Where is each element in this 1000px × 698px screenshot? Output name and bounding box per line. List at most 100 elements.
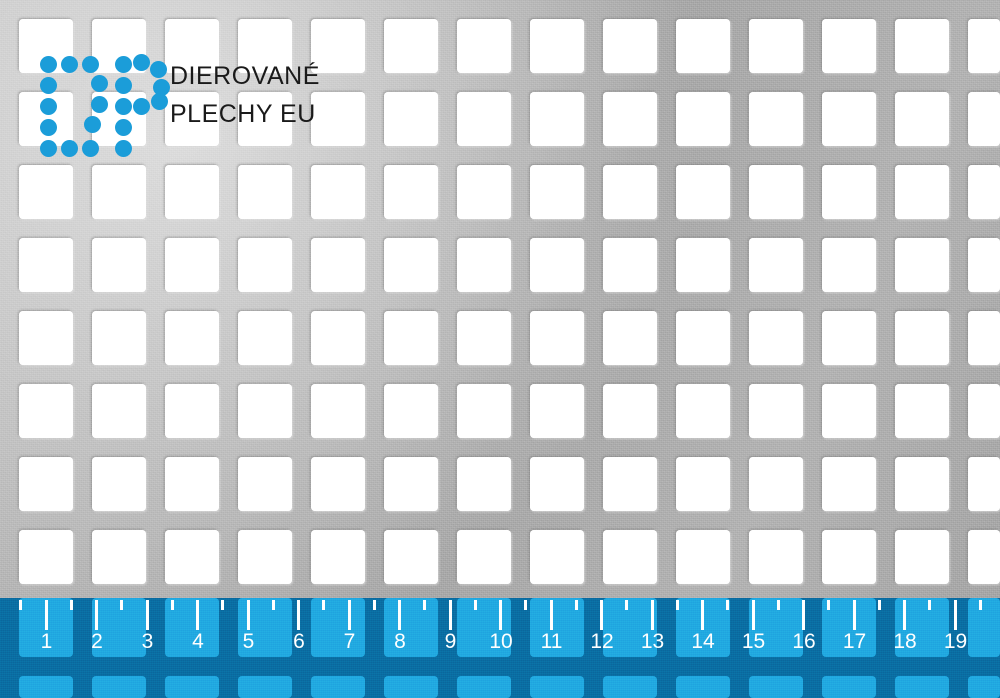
plate-hole xyxy=(676,19,730,73)
plate-hole xyxy=(968,238,1000,292)
ruler-minor-tick xyxy=(776,600,780,610)
ruler-major-tick xyxy=(297,600,300,630)
plate-hole xyxy=(165,311,219,365)
plate-hole xyxy=(311,384,365,438)
plate-hole xyxy=(603,92,657,146)
ruler-minor-tick xyxy=(170,600,174,610)
plate-hole xyxy=(603,384,657,438)
plate-hole xyxy=(238,530,292,584)
logo-dot xyxy=(40,56,57,73)
ruler-background-hole xyxy=(165,676,219,698)
plate-hole xyxy=(311,530,365,584)
plate-hole xyxy=(384,457,438,511)
plate-hole xyxy=(457,19,511,73)
logo-dot xyxy=(84,115,102,133)
plate-hole xyxy=(165,530,219,584)
plate-hole xyxy=(749,19,803,73)
ruler-minor-tick xyxy=(221,600,225,610)
ruler-minor-tick xyxy=(423,600,427,610)
plate-hole xyxy=(676,530,730,584)
plate-hole xyxy=(530,311,584,365)
plate-hole xyxy=(238,92,292,146)
plate-hole xyxy=(530,384,584,438)
plate-hole xyxy=(457,165,511,219)
ruler-cm-label: 11 xyxy=(540,630,563,653)
plate-hole xyxy=(384,384,438,438)
ruler-minor-tick xyxy=(473,600,477,610)
plate-hole xyxy=(530,19,584,73)
ruler-cm-label: 18 xyxy=(893,630,917,653)
plate-hole xyxy=(822,19,876,73)
ruler-cm-label: 13 xyxy=(640,630,665,653)
ruler-background-hole xyxy=(749,676,803,698)
ruler-major-tick xyxy=(802,600,805,630)
plate-hole xyxy=(165,384,219,438)
plate-hole xyxy=(457,92,511,146)
plate-hole xyxy=(749,457,803,511)
plate-hole xyxy=(676,238,730,292)
plate-hole xyxy=(603,165,657,219)
ruler-major-tick xyxy=(701,600,704,630)
plate-hole xyxy=(530,165,584,219)
ruler-background-hole xyxy=(530,676,584,698)
plate-hole xyxy=(822,311,876,365)
ruler-minor-tick xyxy=(978,600,982,610)
ruler-minor-tick xyxy=(625,600,629,610)
ruler-cm-label: 16 xyxy=(792,630,816,653)
logo-dot xyxy=(61,140,78,157)
brand-name: DIEROVANÉ PLECHY EU xyxy=(170,57,350,133)
plate-hole xyxy=(311,19,365,73)
plate-hole xyxy=(311,92,365,146)
ruler-background-hole xyxy=(822,676,876,698)
ruler-minor-tick xyxy=(120,600,124,610)
plate-hole xyxy=(968,384,1000,438)
logo-dot xyxy=(151,92,169,110)
ruler-background-hole xyxy=(749,598,803,650)
ruler-background-hole xyxy=(384,598,438,650)
ruler-major-tick xyxy=(751,600,755,630)
ruler-major-tick xyxy=(600,600,603,630)
ruler-cm-label: 17 xyxy=(842,630,867,653)
plate-hole xyxy=(749,92,803,146)
ruler-minor-tick xyxy=(322,600,326,610)
logo-dot xyxy=(82,140,99,157)
ruler-major-tick xyxy=(398,600,401,630)
plate-hole xyxy=(238,384,292,438)
ruler-background-hole xyxy=(822,598,876,650)
plate-hole xyxy=(19,384,73,438)
dotted-dp-logo-mark xyxy=(40,52,171,157)
plate-hole xyxy=(749,384,803,438)
ruler-background-hole xyxy=(457,598,511,650)
plate-hole xyxy=(530,92,584,146)
plate-hole xyxy=(165,457,219,511)
ruler-minor-tick xyxy=(827,600,831,610)
plate-hole xyxy=(603,530,657,584)
plate-hole xyxy=(968,530,1000,584)
logo-dot xyxy=(114,119,132,136)
ruler-major-tick xyxy=(903,600,906,630)
plate-hole xyxy=(165,92,219,146)
plate-hole xyxy=(895,238,949,292)
ruler-background-hole xyxy=(603,676,657,698)
plate-hole xyxy=(822,238,876,292)
plate-hole xyxy=(603,19,657,73)
logo-dot xyxy=(40,140,57,157)
plate-hole xyxy=(822,92,876,146)
plate-hole xyxy=(895,311,949,365)
ruler-cm-label: 4 xyxy=(192,630,204,653)
plate-hole xyxy=(749,311,803,365)
plate-hole xyxy=(676,165,730,219)
ruler-background-hole xyxy=(457,676,511,698)
plate-hole xyxy=(895,92,949,146)
logo-dot xyxy=(91,74,109,92)
ruler-cm-label: 1 xyxy=(40,630,53,653)
plate-hole xyxy=(530,457,584,511)
plate-hole xyxy=(311,238,365,292)
ruler-minor-tick xyxy=(271,600,275,610)
ruler-minor-tick xyxy=(19,600,23,610)
plate-hole xyxy=(384,311,438,365)
plate-hole xyxy=(968,457,1000,511)
plate-hole xyxy=(384,19,438,73)
plate-hole xyxy=(895,19,949,73)
